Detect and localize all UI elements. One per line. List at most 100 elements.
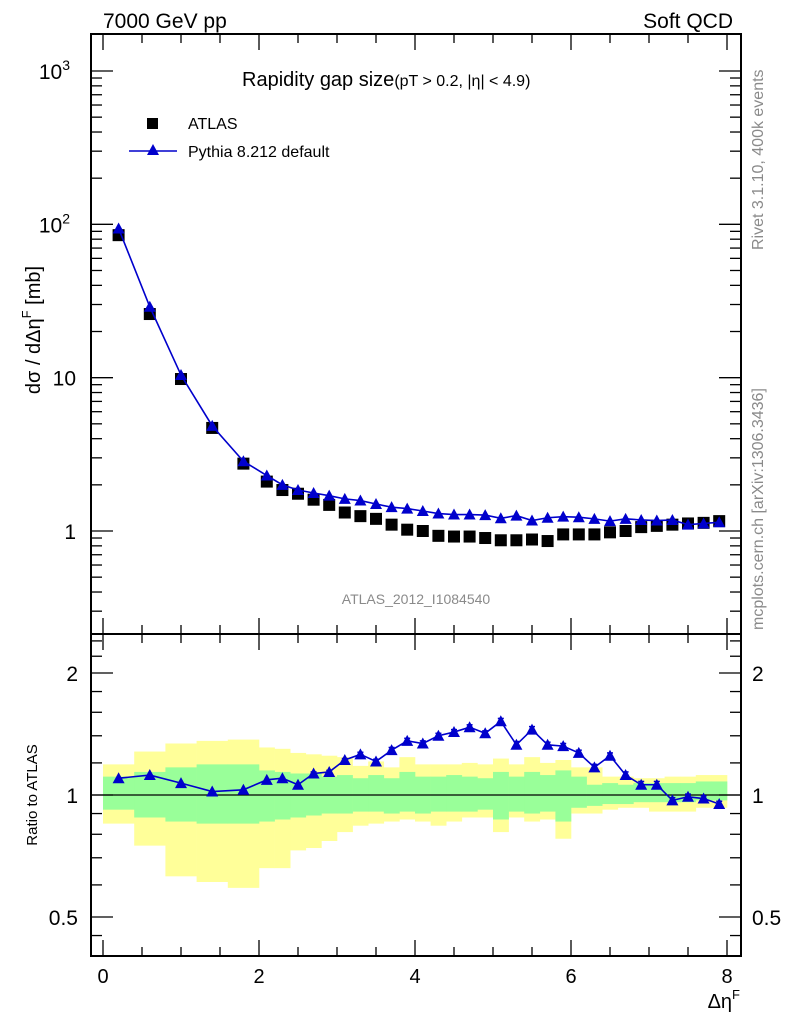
pythia-data-point <box>206 419 219 431</box>
x-tick-label: 8 <box>721 966 732 988</box>
mcplots-label: mcplots.cern.ch [arXiv:1306.3436] <box>750 388 767 630</box>
atlas-data-point <box>479 532 492 545</box>
uncertainty-band-inner <box>508 776 525 812</box>
ratio-data-point <box>416 737 429 749</box>
pythia-data-point <box>619 512 632 524</box>
pythia-data-point <box>463 508 476 520</box>
ratio-data-point <box>385 744 398 756</box>
ratio-data-point <box>370 755 382 767</box>
atlas-data-point <box>338 506 351 519</box>
pythia-data-point <box>526 514 538 526</box>
x-axis-label: ΔηF <box>708 987 740 1013</box>
ratio-y-tick-label-right: 0.5 <box>752 907 781 930</box>
atlas-data-point <box>448 530 460 543</box>
uncertainty-band-inner <box>571 776 587 808</box>
uncertainty-band-inner <box>493 771 509 820</box>
ratio-data-point <box>143 769 156 781</box>
pythia-data-point <box>494 512 507 524</box>
ratio-data-point <box>604 749 616 761</box>
ratio-data-point <box>697 792 710 804</box>
ratio-data-point <box>432 729 445 741</box>
ratio-data-point <box>713 798 726 810</box>
atlas-data-point <box>510 534 523 547</box>
atlas-data-point <box>463 530 476 543</box>
pythia-data-point <box>479 509 492 521</box>
main-y-axis-label-text: dσ / dΔη <box>23 318 45 394</box>
ratio-data-point <box>323 765 336 777</box>
pythia-data-point <box>292 484 304 496</box>
atlas-data-point <box>432 529 445 542</box>
main-y-axis-label-sup: F <box>19 310 34 318</box>
ratio-data-point <box>260 773 273 785</box>
ratio-data-point <box>276 772 289 784</box>
atlas-data-point <box>354 510 367 523</box>
pythia-data-point <box>448 508 460 520</box>
pythia-data-point <box>323 489 336 501</box>
uncertainty-band-inner <box>524 771 541 814</box>
ratio-panel: 0 2 4 6 8 2 2 1 1 0.5 0.5 Ratio to ATLAS <box>24 633 781 988</box>
ratio-data-point <box>588 761 601 773</box>
ratio-y-tick-label-right: 2 <box>752 663 764 686</box>
y-tick-label: 10 <box>53 368 76 391</box>
pythia-data-point <box>354 494 367 506</box>
legend-marker-mc <box>147 144 159 155</box>
ratio-y-axis-label: Ratio to ATLAS <box>24 744 41 845</box>
uncertainty-band-inner <box>368 775 385 812</box>
ratio-data-point <box>307 767 320 779</box>
uncertainty-band-inner <box>555 770 572 822</box>
ratio-data-point <box>479 727 492 739</box>
pythia-data-point <box>338 492 351 504</box>
atlas-data-point <box>541 535 554 548</box>
ratio-data-point <box>237 783 250 795</box>
y-tick-label: 102 <box>39 210 70 237</box>
pythia-data-point <box>697 517 710 529</box>
y-tick-label: 1 <box>64 521 76 544</box>
uncertainty-band-inner <box>430 776 447 812</box>
pythia-data-point <box>635 513 648 525</box>
main-y-axis-label-unit: [mb] <box>23 266 45 310</box>
ratio-data-point <box>510 738 523 750</box>
pythia-data-point <box>385 501 398 513</box>
ratio-data-point <box>401 734 414 746</box>
ratio-data-point <box>338 754 351 766</box>
ratio-data-point <box>526 723 538 735</box>
atlas-data-point <box>588 528 601 541</box>
x-tick-label: 0 <box>97 966 108 988</box>
uncertainty-band-inner <box>539 775 556 812</box>
atlas-data-point <box>572 528 585 541</box>
uncertainty-band-inner <box>477 778 494 810</box>
legend-label-mc: Pythia 8.212 default <box>188 144 330 161</box>
pythia-data-point <box>541 511 554 523</box>
x-tick-label: 6 <box>565 966 576 988</box>
atlas-data-point <box>526 533 538 546</box>
pythia-data-point <box>713 516 726 528</box>
atlas-data-point <box>619 525 632 537</box>
ratio-data-point <box>112 772 125 784</box>
uncertainty-band-inner <box>461 776 478 812</box>
pythia-data-point <box>572 511 585 523</box>
atlas-data-point <box>604 526 616 539</box>
ratio-data-point <box>463 721 476 733</box>
atlas-data-point <box>385 518 398 531</box>
pythia-line <box>117 228 720 526</box>
ratio-y-tick-label: 0.5 <box>49 907 78 930</box>
ratio-data-point <box>572 746 585 758</box>
pythia-data-point <box>175 369 187 381</box>
atlas-data-point <box>416 525 429 537</box>
ratio-data-point <box>292 778 304 790</box>
atlas-data-point <box>494 534 507 547</box>
watermark: ATLAS_2012_I1084540 <box>342 591 491 607</box>
x-tick-label: 4 <box>409 966 420 988</box>
pythia-data-point <box>276 478 289 490</box>
ratio-data-point <box>541 738 554 750</box>
main-title: Rapidity gap size(pT > 0.2, |η| < 4.9) <box>242 69 530 91</box>
ratio-y-tick-label: 1 <box>66 785 78 808</box>
main-panel: Rapidity gap size(pT > 0.2, |η| < 4.9) A… <box>19 33 742 635</box>
uncertainty-band-inner <box>274 771 291 820</box>
pythia-data-point <box>370 497 382 509</box>
uncertainty-band-inner <box>383 778 400 814</box>
uncertainty-band-inner <box>617 784 634 805</box>
pythia-data-point <box>666 513 679 525</box>
ratio-data-point <box>175 777 187 789</box>
